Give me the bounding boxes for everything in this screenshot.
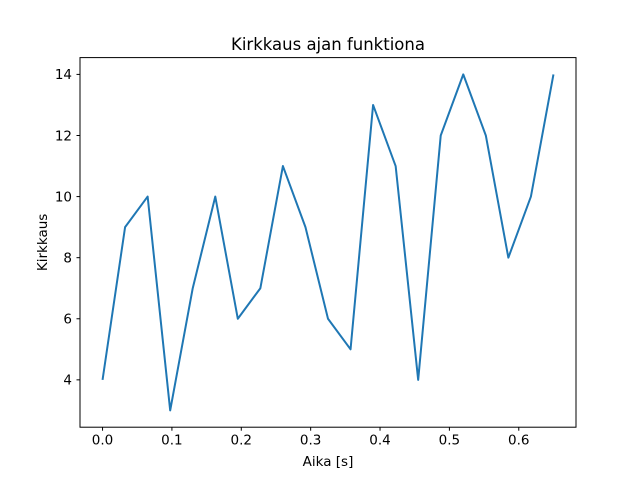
axes-spines (79, 57, 577, 428)
y-tick-label: 10 (55, 189, 72, 205)
chart-title: Kirkkaus ajan funktiona (231, 35, 425, 54)
x-tick-label: 0.6 (508, 433, 529, 449)
y-axis-label: Kirkkaus (35, 214, 51, 271)
y-tick-label: 12 (55, 128, 72, 144)
y-tick-label: 4 (63, 373, 72, 389)
y-tick-label: 6 (63, 312, 72, 328)
plot-area: 0.0 0.1 0.2 0.3 0.4 0.5 0.6 4 6 8 10 12 14 (55, 57, 577, 449)
x-axis-label: Aika [s] (303, 454, 354, 470)
x-tick-label: 0.4 (369, 433, 390, 449)
x-tick-label: 0.3 (300, 433, 321, 449)
x-tick-label: 0.0 (92, 433, 113, 449)
y-tick-label: 14 (55, 67, 72, 83)
y-tick-label: 8 (63, 250, 72, 266)
x-tick-label: 0.5 (439, 433, 460, 449)
data-series-line (101, 73, 555, 412)
x-tick-label: 0.1 (161, 433, 182, 449)
x-tick-label: 0.2 (231, 433, 252, 449)
